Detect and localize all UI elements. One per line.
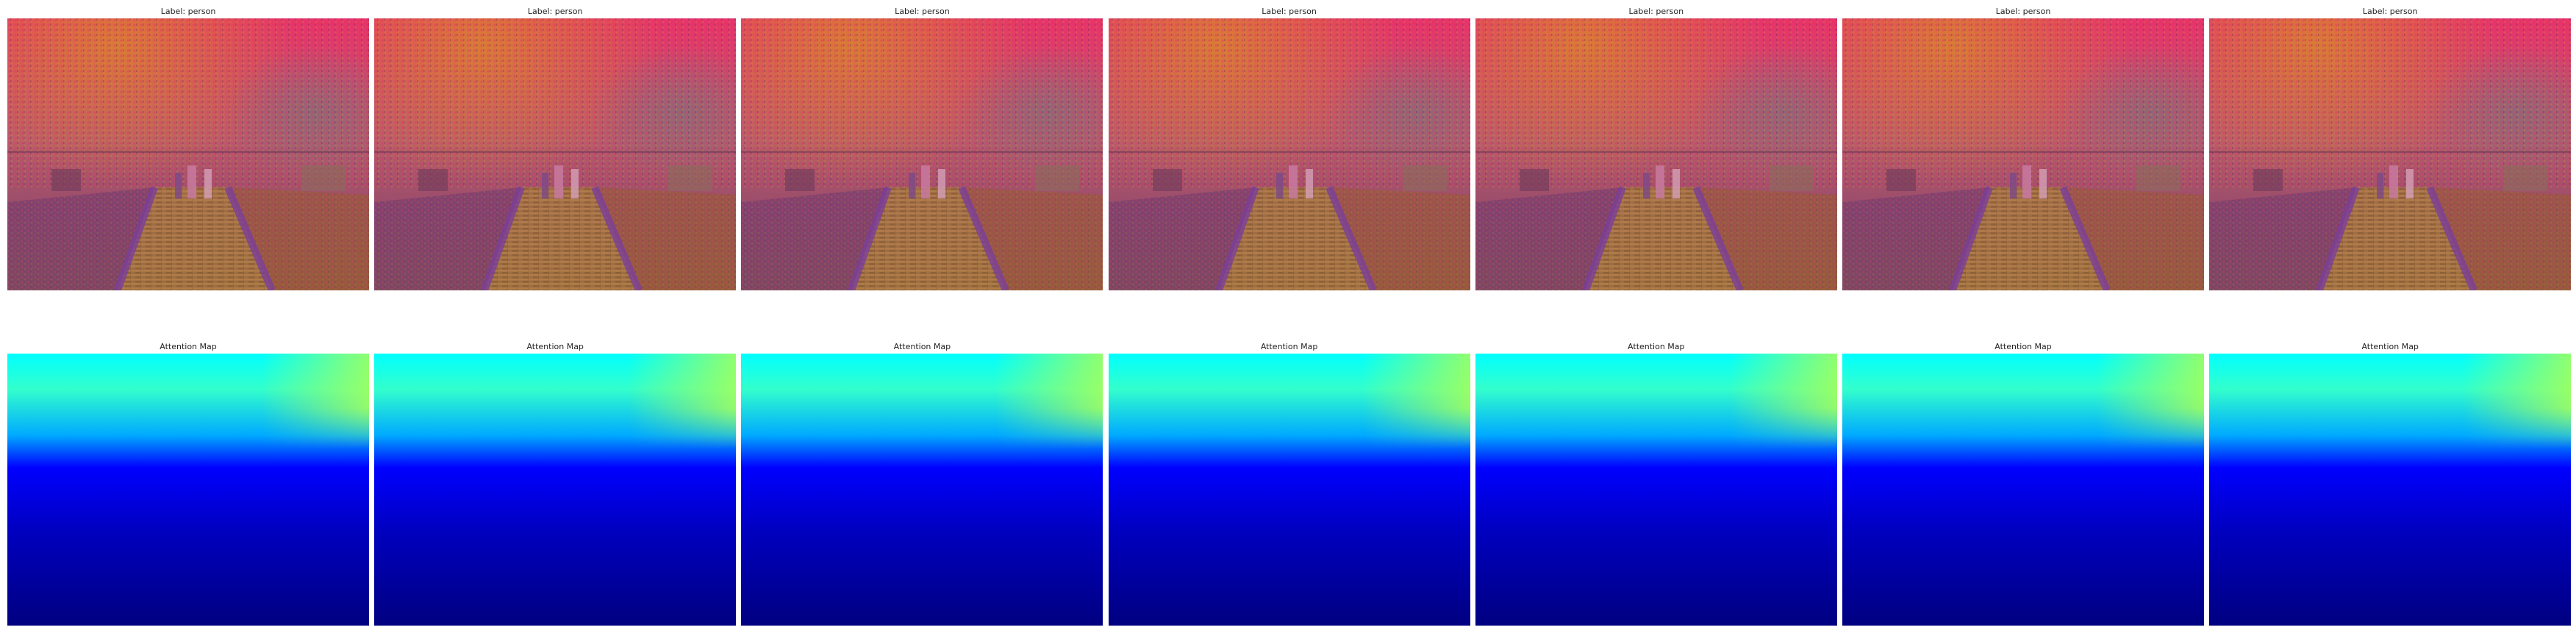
scene-image-frame [2209, 18, 2572, 290]
attention-panel: Attention Map [374, 335, 737, 626]
scene-image-frame [741, 18, 1103, 290]
attention-heatmap [2209, 354, 2572, 626]
attention-heatmap [741, 354, 1103, 626]
panel-title: Label: person [1995, 7, 2051, 16]
panel-title: Attention Map [1260, 342, 1318, 351]
attention-heatmap [7, 354, 369, 626]
scene-image [1842, 18, 2204, 290]
attention-panel: Attention Map [7, 335, 369, 626]
scene-image [2209, 18, 2572, 290]
scene-image [741, 18, 1103, 290]
panel-title: Label: person [895, 7, 950, 16]
scene-image-frame [1108, 18, 1470, 290]
image-row: Label: person [7, 0, 2572, 290]
scene-image-frame [1842, 18, 2204, 290]
scene-image [7, 18, 369, 290]
panel-title: Label: person [1262, 7, 1317, 16]
panel-title: Attention Map [1994, 342, 2052, 351]
panel-title: Attention Map [1628, 342, 1685, 351]
panel-title: Attention Map [160, 342, 217, 351]
scene-image [1475, 18, 1837, 290]
attention-panel: Attention Map [1108, 335, 1470, 626]
scene-image [374, 18, 737, 290]
image-panel: Label: person [1842, 0, 2204, 290]
scene-image-frame [7, 18, 369, 290]
image-panel: Label: person [1475, 0, 1837, 290]
image-panel: Label: person [374, 0, 737, 290]
attention-heatmap [374, 354, 737, 626]
panel-title: Attention Map [893, 342, 951, 351]
attention-map-frame [7, 354, 369, 626]
attention-heatmap [1475, 354, 1837, 626]
attention-map-frame [374, 354, 737, 626]
attention-map-frame [1108, 354, 1470, 626]
scene-image-frame [374, 18, 737, 290]
scene-image-frame [1475, 18, 1837, 290]
panel-title: Attention Map [526, 342, 584, 351]
attention-map-frame [741, 354, 1103, 626]
panel-title: Attention Map [2361, 342, 2419, 351]
image-panel: Label: person [1108, 0, 1470, 290]
image-panel: Label: person [741, 0, 1103, 290]
scene-image [1108, 18, 1470, 290]
attention-map-frame [2209, 354, 2572, 626]
attention-heatmap [1842, 354, 2204, 626]
panel-title: Label: person [2362, 7, 2418, 16]
attention-panel: Attention Map [2209, 335, 2572, 626]
attention-panel: Attention Map [1475, 335, 1837, 626]
attention-panel: Attention Map [1842, 335, 2204, 626]
image-panel: Label: person [7, 0, 369, 290]
attention-panel: Attention Map [741, 335, 1103, 626]
attention-row: Attention Map [7, 335, 2572, 626]
attention-map-frame [1842, 354, 2204, 626]
attention-heatmap [1108, 354, 1470, 626]
panel-title: Label: person [1628, 7, 1684, 16]
panel-title: Label: person [160, 7, 216, 16]
image-panel: Label: person [2209, 0, 2572, 290]
panel-title: Label: person [527, 7, 583, 16]
attention-map-frame [1475, 354, 1837, 626]
